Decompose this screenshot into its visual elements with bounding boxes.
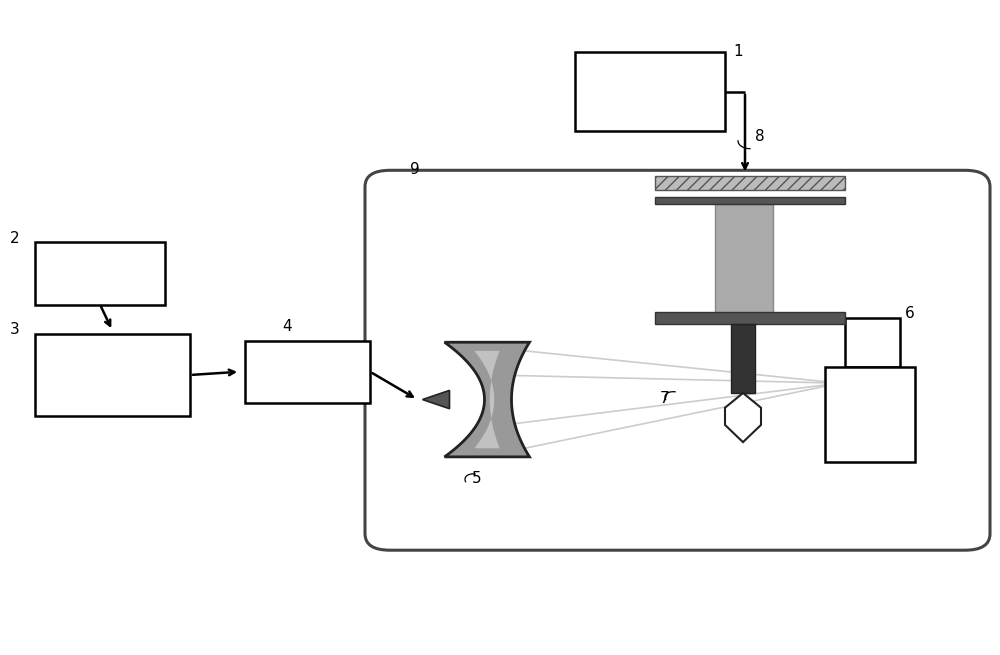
Polygon shape: [422, 390, 450, 409]
Polygon shape: [725, 393, 761, 442]
Bar: [245, 341, 370, 403]
Bar: [655, 196, 845, 204]
Text: 4: 4: [283, 319, 292, 334]
Polygon shape: [474, 351, 500, 448]
Text: 2: 2: [10, 231, 20, 246]
Polygon shape: [444, 342, 530, 457]
Bar: [845, 318, 900, 367]
Text: 1: 1: [733, 44, 743, 59]
Bar: [35, 242, 165, 305]
Bar: [825, 367, 915, 462]
Text: 8: 8: [755, 129, 765, 144]
Bar: [731, 324, 755, 393]
Bar: [655, 312, 845, 324]
Bar: [35, 334, 190, 416]
Text: 7: 7: [660, 391, 670, 406]
Text: 5: 5: [472, 472, 482, 486]
Text: 6: 6: [905, 306, 915, 321]
Bar: [655, 176, 845, 190]
Bar: [715, 204, 773, 314]
Text: 9: 9: [410, 162, 420, 177]
Text: 3: 3: [10, 322, 20, 337]
Bar: [575, 52, 725, 131]
